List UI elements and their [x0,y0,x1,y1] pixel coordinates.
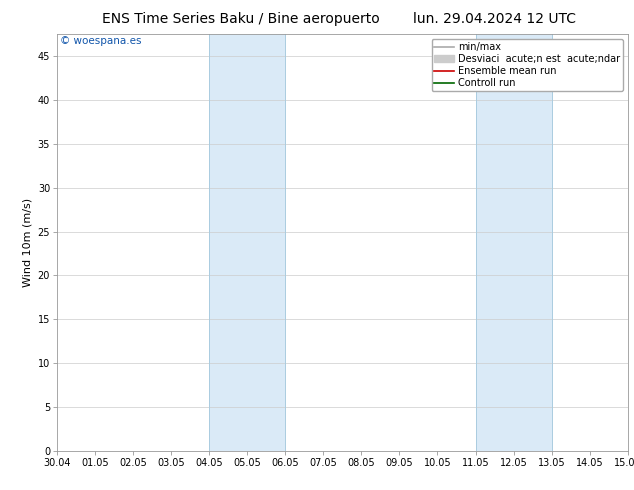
Text: © woespana.es: © woespana.es [60,36,141,47]
Y-axis label: Wind 10m (m/s): Wind 10m (m/s) [22,198,32,287]
Legend: min/max, Desviaci  acute;n est  acute;ndar, Ensemble mean run, Controll run: min/max, Desviaci acute;n est acute;ndar… [432,39,623,91]
Bar [209,34,285,451]
Text: ENS Time Series Baku / Bine aeropuerto: ENS Time Series Baku / Bine aeropuerto [102,12,380,26]
Text: lun. 29.04.2024 12 UTC: lun. 29.04.2024 12 UTC [413,12,576,26]
Bar [476,34,552,451]
